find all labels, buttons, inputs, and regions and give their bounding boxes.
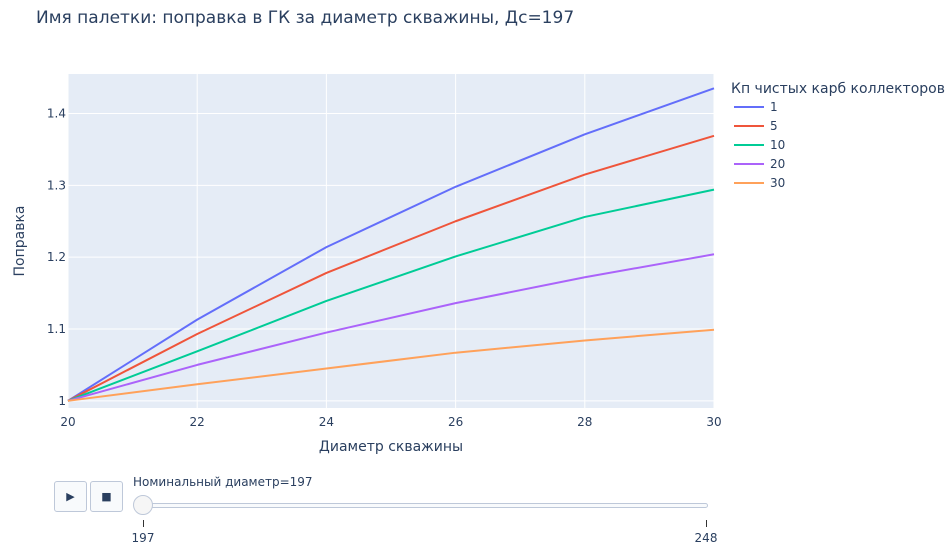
x-tick-label: 26: [448, 415, 463, 429]
legend-label-1: 1: [770, 100, 778, 114]
play-icon: ▶: [66, 490, 75, 503]
y-tick-label: 1.4: [47, 107, 66, 121]
y-axis-title: Поправка: [12, 206, 28, 277]
x-tick-label: 24: [319, 415, 334, 429]
stop-button[interactable]: ■: [90, 481, 123, 512]
legend: Кп чистых карб коллекторов 1 5 10 20 30: [731, 81, 945, 190]
y-tick-labels: 1 1.1 1.2 1.3 1.4: [47, 107, 66, 408]
stop-icon: ■: [101, 490, 112, 503]
slider-tick: [143, 520, 144, 527]
y-tick-label: 1.3: [47, 178, 66, 192]
y-grid: [68, 113, 714, 402]
y-tick-label: 1.2: [47, 250, 66, 264]
series-line-1: [67, 87, 715, 402]
slider-current-value-label: Номинальный диаметр=197: [133, 475, 313, 489]
slider-tick-label-max: 248: [694, 531, 718, 545]
y-tick-label: 1.1: [47, 322, 66, 336]
legend-label-10: 10: [770, 138, 785, 152]
slider-handle[interactable]: [133, 495, 153, 515]
slider-tick-label-min: 197: [131, 531, 155, 545]
x-tick-label: 22: [190, 415, 205, 429]
x-tick-label: 20: [60, 415, 75, 429]
legend-title: Кп чистых карб коллекторов: [731, 81, 945, 97]
legend-label-30: 30: [770, 176, 785, 190]
series-line-10: [67, 188, 715, 402]
x-tick-label: 30: [706, 415, 721, 429]
series-lines: [67, 87, 715, 402]
y-tick-label: 1: [58, 394, 66, 408]
series-line-5: [67, 134, 715, 402]
play-button[interactable]: ▶: [54, 481, 87, 512]
x-axis-title: Диаметр скважины: [319, 439, 463, 455]
series-line-30: [67, 328, 715, 402]
chart: 20 22 24 26 28 30 1 1.1 1.2 1.3 1.4 Диаметр скваж…: [12, 74, 945, 455]
plot-background: [68, 74, 714, 408]
x-tick-labels: 20 22 24 26 28 30: [60, 415, 721, 429]
legend-label-20: 20: [770, 157, 785, 171]
slider-tick: [706, 520, 707, 527]
x-tick-label: 28: [577, 415, 592, 429]
legend-label-5: 5: [770, 119, 778, 133]
series-line-20: [67, 253, 715, 402]
chart-title: Имя палетки: поправка в ГК за диаметр ск…: [36, 8, 575, 28]
slider-rail[interactable]: [140, 503, 708, 508]
